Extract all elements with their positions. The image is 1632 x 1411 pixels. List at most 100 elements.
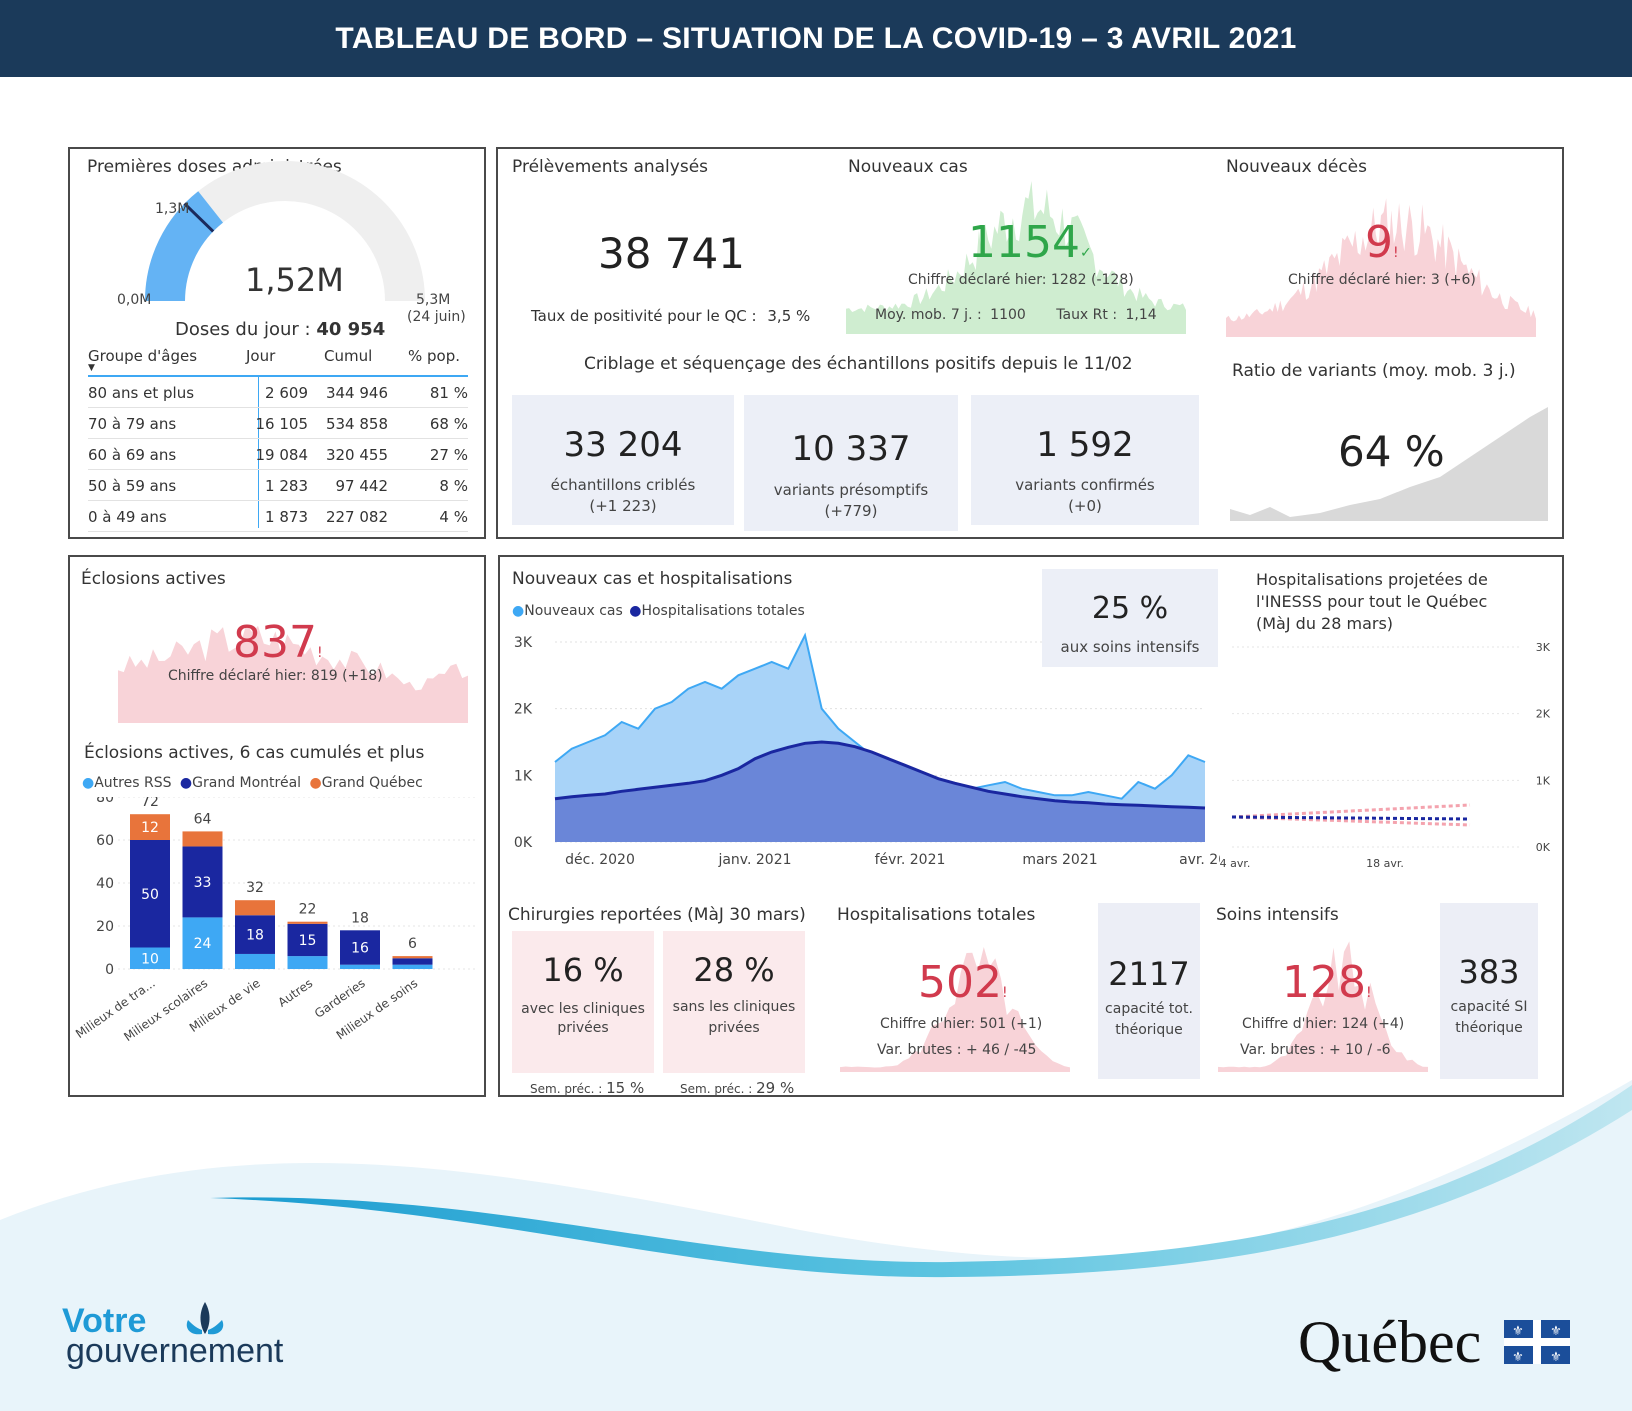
alert-icon: !: [1365, 985, 1372, 1001]
screening-tile-screened: 33 204 échantillons criblés (+1 223): [512, 395, 734, 525]
legend-dot-montreal: ●: [179, 775, 193, 791]
footer-quebec-wordmark: Québec: [1298, 1309, 1482, 1375]
new-cases-number: 1154: [968, 217, 1080, 268]
cumul-cell: 97 442: [335, 477, 389, 495]
legend-cases[interactable]: Nouveaux cas: [524, 603, 623, 619]
hosp-area: [555, 742, 1205, 842]
gauge-target-marker: [183, 202, 215, 233]
footer-logo-gouvernement: gouvernement: [66, 1332, 284, 1370]
day-cell: 2 609: [265, 384, 308, 402]
bar-segment[interactable]: [130, 840, 170, 948]
tile-value: 1 592: [1036, 425, 1134, 465]
doses-panel: Premières doses administrées 1,3M 0,0M 1…: [68, 147, 486, 539]
tile-label: variants présomptifs: [773, 481, 929, 499]
outbreaks-number: 837: [233, 617, 317, 668]
svg-text:⚜: ⚜: [1512, 1350, 1524, 1364]
y-tick-label: 1K: [514, 768, 533, 784]
th-day[interactable]: Jour: [246, 347, 276, 365]
y-tick-label: 20: [96, 919, 114, 935]
tile-label2: théorique: [1455, 1020, 1523, 1036]
icu-var: Var. brutes : + 10 / -6: [1240, 1042, 1391, 1058]
hosp-line: [554, 740, 1206, 810]
bar-segment[interactable]: [340, 930, 380, 965]
surgeries-title: Chirurgies reportées (MàJ 30 mars): [508, 905, 806, 925]
daily-doses-label: Doses du jour :: [175, 319, 311, 340]
bar-segment[interactable]: [287, 956, 328, 969]
bar-segment[interactable]: [392, 964, 433, 969]
bar-segment-label: 50: [141, 887, 159, 903]
table-divider: [258, 375, 259, 528]
bar-segment[interactable]: [182, 831, 223, 847]
th-cumul[interactable]: Cumul: [324, 347, 373, 365]
moving-avg-label: Moy. mob. 7 j. :: [875, 307, 982, 323]
svg-text:⚜: ⚜: [1550, 1350, 1562, 1364]
bar-segment[interactable]: [235, 915, 275, 954]
surgery-prev-week-2: Sem. préc. : 29 %: [680, 1079, 794, 1097]
x-tick-label: mars 2021: [1022, 852, 1097, 867]
legend-montreal[interactable]: Grand Montréal: [192, 775, 302, 791]
legend-autres[interactable]: Autres RSS: [94, 775, 172, 791]
screening-tile-confirmed: 1 592 variants confirmés (+0): [971, 395, 1199, 525]
age-row[interactable]: 0 à 49 ans 1 873 227 082 4 %: [88, 501, 468, 532]
bar-segment-label: 12: [141, 820, 159, 836]
outbreaks-legend: ●Autres RSS ●Grand Montréal ●Grand Québe…: [82, 775, 423, 791]
prev-label: Sem. préc. :: [680, 1082, 753, 1096]
variant-ratio-title: Ratio de variants (moy. mob. 3 j.): [1232, 361, 1516, 381]
rt-label: Taux Rt :: [1056, 307, 1118, 323]
bar-segment[interactable]: [182, 917, 223, 969]
age-row[interactable]: 60 à 69 ans 19 084 320 455 27 %: [88, 439, 468, 470]
age-table-body: 80 ans et plus 2 609 344 946 81 % 70 à 79 an…: [88, 377, 468, 532]
bar-segment-label: 15: [299, 933, 317, 949]
legend-dot-quebec: ●: [309, 775, 322, 791]
bar-segment[interactable]: [235, 953, 275, 969]
day-cell: 19 084: [255, 446, 309, 464]
th-age-group[interactable]: Groupe d'âges: [88, 347, 198, 365]
hosp-capacity-tile: 2117 capacité tot. théorique: [1098, 903, 1200, 1079]
age-table-header: Groupe d'âges ▼ Jour Cumul % pop.: [88, 345, 468, 377]
cumul-cell: 227 082: [325, 508, 388, 526]
surgery-tile-without-private: 28 % sans les cliniques privées: [663, 931, 805, 1073]
x-tick-label: 18 avr.: [1366, 857, 1404, 870]
bar-segment[interactable]: [287, 921, 328, 924]
moving-avg-line: Moy. mob. 7 j. : 1100 Taux Rt : 1,14: [875, 307, 1157, 323]
bar-segment[interactable]: [392, 956, 433, 959]
tile-value: 2117: [1108, 955, 1190, 993]
th-pct[interactable]: % pop.: [408, 347, 461, 365]
tests-value: 38 741: [598, 229, 745, 278]
bar-segment[interactable]: [182, 846, 223, 918]
pct-cell: 68 %: [429, 415, 468, 433]
bar-segment[interactable]: [130, 814, 170, 840]
bar-segment[interactable]: [235, 900, 275, 916]
age-row[interactable]: 70 à 79 ans 16 105 534 858 68 %: [88, 408, 468, 439]
bar-segment[interactable]: [130, 947, 170, 970]
new-cases-area: [846, 181, 1186, 334]
icu-number: 128: [1282, 957, 1366, 1008]
outbreaks-title: Éclosions actives: [81, 569, 226, 589]
bar-segment[interactable]: [392, 958, 433, 965]
x-tick-label: Autres: [275, 976, 315, 1010]
bar-total-label: 32: [246, 880, 264, 896]
hosp-total-var: Var. brutes : + 46 / -45: [877, 1042, 1037, 1058]
icu-area: [1218, 941, 1428, 1072]
tile-value: 16 %: [542, 951, 624, 989]
bar-segment-label: 24: [194, 936, 212, 952]
projection-lower: [1231, 815, 1471, 827]
tile-label: variants confirmés: [1015, 476, 1155, 494]
gauge-min-label: 0,0M: [117, 292, 152, 308]
top-summary-panel: Prélèvements analysés 38 741 Taux de pos…: [496, 147, 1564, 539]
pct-cell: 81 %: [429, 384, 468, 402]
bar-total-label: 64: [194, 811, 212, 827]
outbreaks-area: [118, 624, 468, 723]
quebec-flag-icon: ⚜ ⚜ ⚜ ⚜: [1504, 1320, 1570, 1364]
legend-hosp[interactable]: Hospitalisations totales: [641, 603, 805, 619]
svg-text:⚜: ⚜: [1512, 1324, 1524, 1339]
variant-ratio-area: [1230, 407, 1548, 521]
bar-segment[interactable]: [287, 923, 328, 957]
bar-segment[interactable]: [340, 964, 380, 969]
age-row[interactable]: 50 à 59 ans 1 283 97 442 8 %: [88, 470, 468, 501]
age-row[interactable]: 80 ans et plus 2 609 344 946 81 %: [88, 377, 468, 408]
legend-quebec[interactable]: Grand Québec: [321, 775, 423, 791]
sort-icon[interactable]: ▼: [88, 363, 95, 373]
bar-segment-label: 16: [351, 941, 369, 957]
